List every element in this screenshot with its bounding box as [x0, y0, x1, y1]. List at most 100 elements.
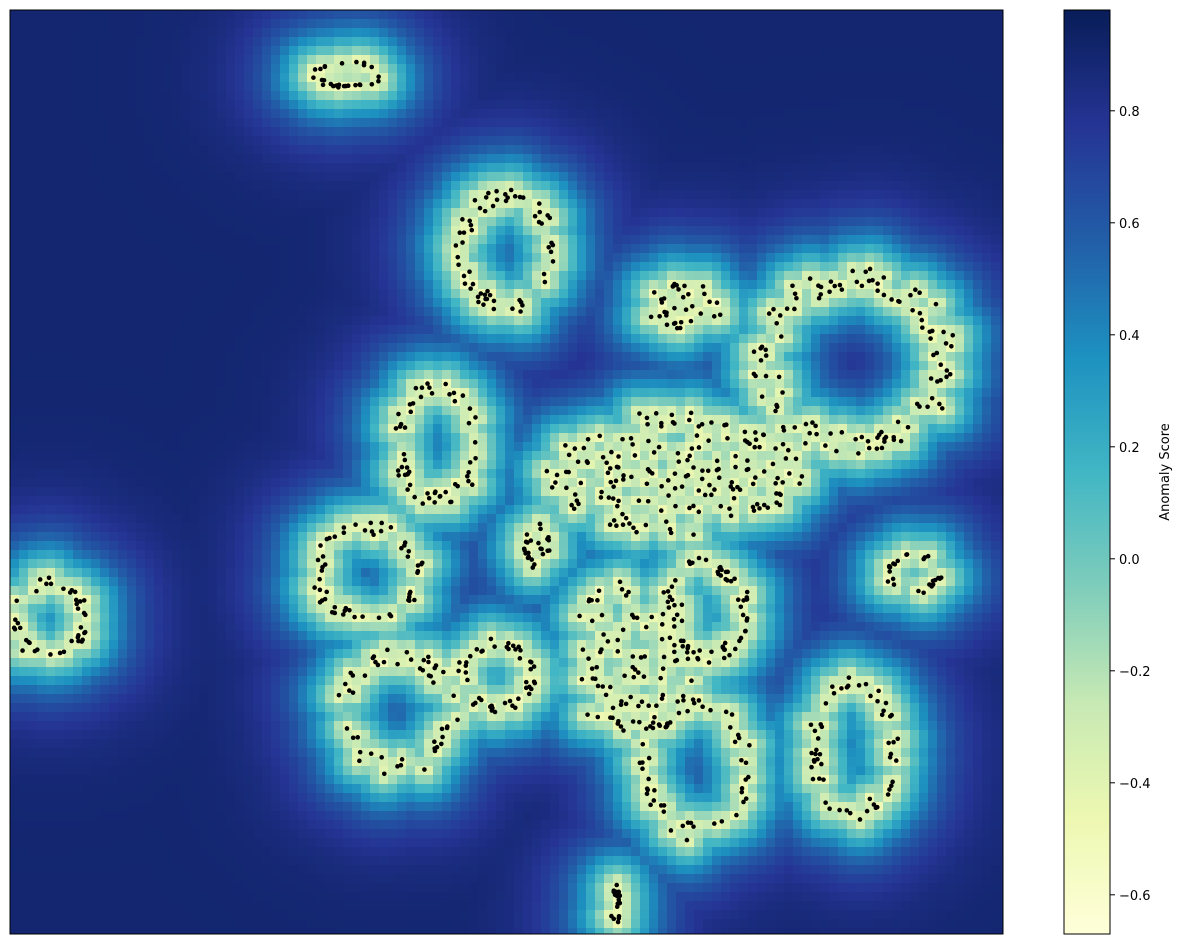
heatmap-cell [118, 91, 128, 101]
heatmap-cell [82, 280, 92, 290]
heatmap-cell [919, 55, 929, 65]
heatmap-cell [478, 397, 488, 407]
heatmap-cell [937, 190, 947, 200]
heatmap-cell [73, 289, 83, 299]
heatmap-cell [388, 127, 398, 137]
heatmap-cell [811, 379, 821, 389]
heatmap-cell [550, 64, 560, 74]
heatmap-cell [631, 280, 641, 290]
heatmap-cell [10, 352, 20, 362]
heatmap-cell [964, 271, 974, 281]
heatmap-cell [991, 190, 1001, 200]
heatmap-cell [109, 253, 119, 263]
heatmap-cell [181, 118, 191, 128]
heatmap-cell [181, 46, 191, 56]
heatmap-cell [577, 181, 587, 191]
heatmap-cell [964, 226, 974, 236]
heatmap-cell [307, 19, 317, 29]
heatmap-cell [802, 307, 812, 317]
heatmap-cell [226, 280, 236, 290]
heatmap-cell [910, 10, 920, 20]
heatmap-cell [739, 118, 749, 128]
heatmap-cell [595, 73, 605, 83]
heatmap-cell [262, 10, 272, 20]
heatmap-cell [757, 190, 767, 200]
heatmap-cell [478, 37, 488, 47]
heatmap-cell [406, 307, 416, 317]
heatmap-cell [334, 19, 344, 29]
heatmap-cell [595, 28, 605, 38]
heatmap-cell [901, 109, 911, 119]
heatmap-cell [604, 217, 614, 227]
heatmap-cell [766, 217, 776, 227]
heatmap-cell [991, 244, 1001, 254]
heatmap-cell [37, 316, 47, 326]
heatmap-cell [136, 10, 146, 20]
heatmap-cell [946, 298, 956, 308]
heatmap-cell [982, 46, 992, 56]
heatmap-cell [892, 388, 902, 398]
heatmap-cell [208, 19, 218, 29]
heatmap-cell [28, 154, 38, 164]
heatmap-cell [1000, 307, 1003, 317]
heatmap-cell [883, 64, 893, 74]
heatmap-cell [613, 181, 623, 191]
heatmap-cell [298, 199, 308, 209]
heatmap-cell [127, 361, 137, 371]
heatmap-cell [208, 397, 218, 407]
heatmap-cell [199, 109, 209, 119]
heatmap-cell [199, 289, 209, 299]
heatmap-cell [775, 244, 785, 254]
heatmap-cell [118, 73, 128, 83]
heatmap-cell [334, 55, 344, 65]
heatmap-cell [523, 226, 533, 236]
heatmap-cell [550, 271, 560, 281]
heatmap-cell [703, 289, 713, 299]
heatmap-cell [784, 307, 794, 317]
heatmap-cell [757, 361, 767, 371]
heatmap-cell [100, 82, 110, 92]
heatmap-cell [145, 190, 155, 200]
heatmap-cell [973, 172, 983, 182]
heatmap-cell [694, 244, 704, 254]
heatmap-cell [505, 199, 515, 209]
heatmap-cell [244, 298, 254, 308]
heatmap-cell [19, 325, 29, 335]
heatmap-cell [361, 397, 371, 407]
heatmap-cell [226, 163, 236, 173]
heatmap-cell [262, 28, 272, 38]
heatmap-cell [640, 163, 650, 173]
heatmap-cell [883, 136, 893, 146]
heatmap-cell [955, 253, 965, 263]
heatmap-cell [577, 127, 587, 137]
heatmap-cell [505, 163, 515, 173]
heatmap-cell [946, 127, 956, 137]
heatmap-cell [19, 370, 29, 380]
heatmap-cell [28, 118, 38, 128]
heatmap-cell [874, 406, 884, 416]
heatmap-cell [334, 316, 344, 326]
heatmap-cell [37, 280, 47, 290]
heatmap-cell [334, 145, 344, 155]
heatmap-cell [658, 226, 668, 236]
heatmap-cell [748, 118, 758, 128]
heatmap-cell [388, 118, 398, 128]
heatmap-cell [316, 325, 326, 335]
heatmap-cell [793, 82, 803, 92]
heatmap-cell [289, 388, 299, 398]
heatmap-cell [442, 289, 452, 299]
heatmap-cell [757, 46, 767, 56]
heatmap-cell [523, 91, 533, 101]
heatmap-cell [991, 55, 1001, 65]
heatmap-cell [532, 55, 542, 65]
heatmap-cell [766, 181, 776, 191]
heatmap-cell [901, 262, 911, 272]
heatmap-cell [19, 181, 29, 191]
heatmap-cell [145, 10, 155, 20]
heatmap-cell [208, 154, 218, 164]
heatmap-cell [289, 73, 299, 83]
heatmap-cell [487, 172, 497, 182]
heatmap-cell [487, 127, 497, 137]
heatmap-cell [523, 109, 533, 119]
heatmap-cell [811, 208, 821, 218]
